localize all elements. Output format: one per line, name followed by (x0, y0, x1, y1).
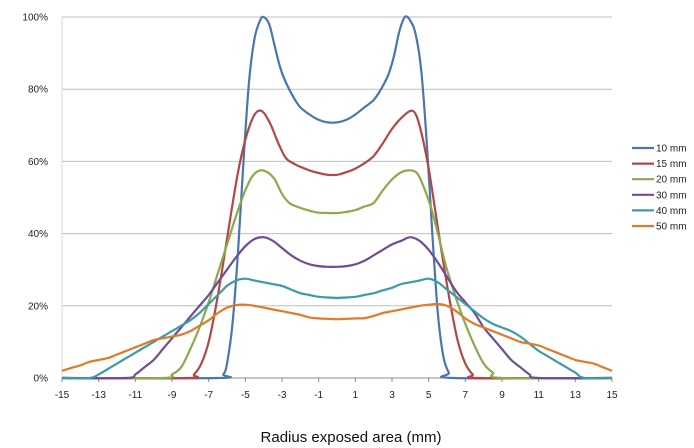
x-tick-label: -7 (204, 390, 213, 401)
series-line-15-mm (61, 109, 613, 380)
legend-label: 15 mm (656, 159, 687, 170)
y-tick-label: 0% (34, 374, 49, 385)
x-tick-label: -15 (55, 390, 70, 401)
y-tick-label: 60% (28, 157, 48, 168)
x-tick-label: 3 (389, 390, 395, 401)
y-tick-label: 40% (28, 229, 48, 240)
x-tick-label: -13 (91, 390, 106, 401)
y-tick-label: 80% (28, 85, 48, 96)
x-tick-label: 7 (463, 390, 469, 401)
series-line-30-mm (61, 236, 613, 380)
x-tick-label: -11 (128, 390, 142, 401)
x-axis (61, 17, 612, 379)
legend-label: 30 mm (656, 190, 687, 201)
x-tick-label: 11 (533, 390, 544, 401)
legend: 10 mm 15 mm 20 mm 30 mm 40 mm 50 mm (632, 144, 687, 233)
series-lines (61, 15, 613, 380)
x-tick-label: 9 (499, 390, 505, 401)
x-axis-title: Radius exposed area (mm) (261, 429, 442, 446)
legend-label: 50 mm (656, 222, 687, 233)
y-tick-label: 20% (28, 301, 48, 312)
series-line-40-mm (61, 277, 613, 380)
y-axis-ticks: 0% 20% 40% 60% 80% 100% (22, 13, 48, 385)
x-tick-label: -1 (314, 390, 323, 401)
gridlines (62, 16, 612, 307)
series-line-50-mm (61, 302, 613, 372)
x-tick-label: -9 (168, 390, 177, 401)
series-line-20-mm (61, 169, 613, 380)
legend-label: 20 mm (656, 175, 687, 186)
legend-label: 40 mm (656, 206, 687, 217)
x-tick-label: 1 (353, 390, 359, 401)
series-line-10-mm (61, 15, 613, 380)
x-tick-label: 5 (426, 390, 432, 401)
x-tick-label: 15 (606, 390, 618, 401)
x-tick-label: -5 (241, 390, 250, 401)
legend-label: 10 mm (656, 144, 687, 155)
x-tick-label: 13 (570, 390, 582, 401)
y-tick-label: 100% (22, 13, 48, 24)
x-axis-ticks: -15 -13 -11 -9 -7 -5 -3 -1 1 3 5 7 9 11 13 15 (55, 378, 618, 401)
x-tick-label: -3 (278, 390, 287, 401)
